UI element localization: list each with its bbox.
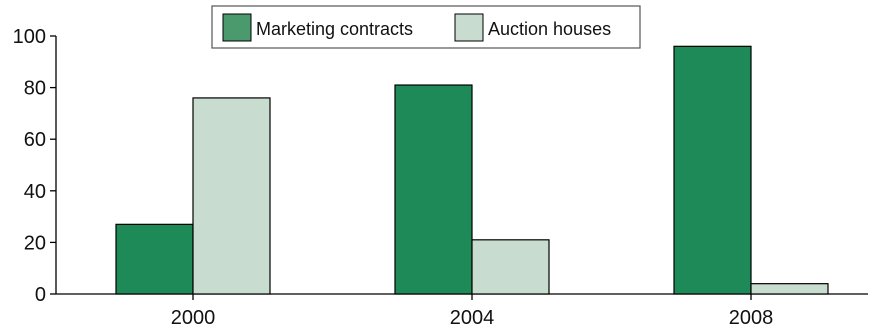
- bar-auction-houses-2004: [471, 239, 550, 295]
- bar-auction-houses-2000: [192, 97, 271, 295]
- bar-marketing-contracts-2000: [115, 223, 194, 295]
- legend-swatch: [222, 13, 252, 42]
- y-tick-label: 60: [24, 129, 46, 151]
- y-tick-label: 100: [13, 26, 46, 48]
- y-tick-label: 40: [24, 181, 46, 203]
- legend-label: Auction houses: [488, 19, 611, 39]
- legend-swatch: [454, 13, 484, 42]
- bars: [115, 45, 829, 295]
- legend: Marketing contracts Auction houses: [211, 5, 641, 49]
- x-tick-label: 2004: [450, 307, 495, 329]
- y-tick-label: 0: [35, 284, 46, 306]
- bar-marketing-contracts-2004: [394, 84, 473, 295]
- legend-label: Marketing contracts: [256, 19, 413, 39]
- y-axis: 0 20 40 60 80 100: [13, 26, 57, 306]
- y-tick-label: 20: [24, 232, 46, 254]
- x-axis: 2000 2004 2008: [56, 293, 868, 329]
- y-tick-label: 80: [24, 78, 46, 100]
- legend-box: [211, 5, 641, 49]
- x-tick-label: 2000: [171, 307, 216, 329]
- x-tick-label: 2008: [729, 307, 774, 329]
- bar-marketing-contracts-2008: [673, 45, 752, 295]
- bar-auction-houses-2008: [750, 283, 829, 295]
